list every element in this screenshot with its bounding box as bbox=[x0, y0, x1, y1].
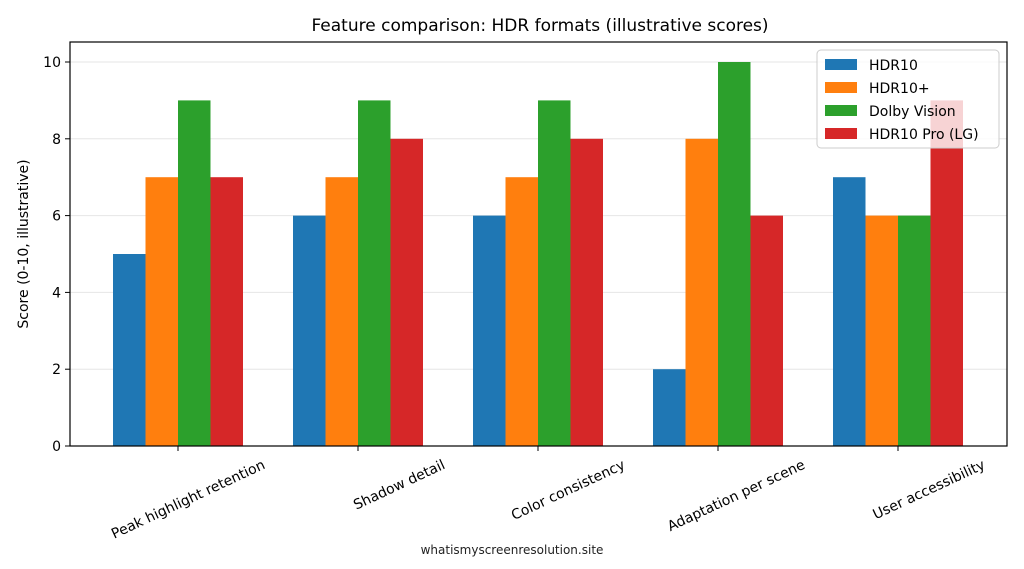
y-tick-label: 0 bbox=[52, 439, 61, 455]
x-tick-label: Shadow detail bbox=[351, 457, 448, 513]
bar bbox=[685, 138, 718, 447]
legend-label: HDR10 Pro (LG) bbox=[869, 127, 979, 143]
y-tick-label: 4 bbox=[52, 285, 61, 301]
bar bbox=[653, 369, 686, 446]
bar bbox=[178, 100, 211, 447]
x-tick-label: User accessibility bbox=[871, 457, 988, 523]
legend-label: Dolby Vision bbox=[869, 104, 956, 120]
bar bbox=[865, 215, 898, 446]
bar bbox=[293, 215, 326, 446]
bar bbox=[505, 177, 538, 446]
bar bbox=[210, 177, 243, 446]
y-tick-label: 8 bbox=[52, 132, 61, 148]
legend: HDR10 HDR10+ Dolby Vision HDR10 Pro (LG) bbox=[816, 49, 1000, 149]
bar bbox=[538, 100, 571, 447]
bar bbox=[358, 100, 391, 447]
bar bbox=[750, 215, 783, 446]
bars bbox=[113, 62, 963, 447]
bar bbox=[473, 215, 506, 446]
y-axis-label: Score (0-10, illustrative) bbox=[16, 159, 32, 328]
legend-label: HDR10 bbox=[869, 58, 918, 74]
bar bbox=[718, 62, 751, 446]
y-tick-label: 2 bbox=[52, 362, 61, 378]
chart-title: Feature comparison: HDR formats (illustr… bbox=[311, 16, 768, 36]
x-tick-label: Adaptation per scene bbox=[665, 457, 808, 535]
bar bbox=[325, 177, 358, 446]
legend-swatch bbox=[825, 59, 857, 70]
bar bbox=[570, 138, 603, 447]
bar bbox=[898, 215, 931, 446]
y-tick-label: 10 bbox=[43, 55, 61, 71]
bar bbox=[113, 254, 146, 446]
bar bbox=[145, 177, 178, 446]
legend-swatch bbox=[825, 128, 857, 139]
bar bbox=[390, 138, 423, 447]
legend-label: HDR10+ bbox=[869, 81, 930, 97]
watermark: whatismyscreenresolution.site bbox=[421, 543, 604, 557]
bar bbox=[833, 177, 866, 446]
y-axis-ticks: 0 2 4 6 8 10 bbox=[43, 55, 70, 455]
x-axis-ticks: Peak highlight retention Shadow detail Col… bbox=[109, 446, 988, 542]
y-tick-label: 6 bbox=[52, 209, 61, 225]
x-tick-label: Peak highlight retention bbox=[109, 457, 268, 542]
x-tick-label: Color consistency bbox=[509, 457, 628, 524]
legend-swatch bbox=[825, 82, 857, 93]
legend-box bbox=[816, 49, 1000, 149]
bar bbox=[930, 100, 963, 447]
legend-swatch bbox=[825, 105, 857, 116]
